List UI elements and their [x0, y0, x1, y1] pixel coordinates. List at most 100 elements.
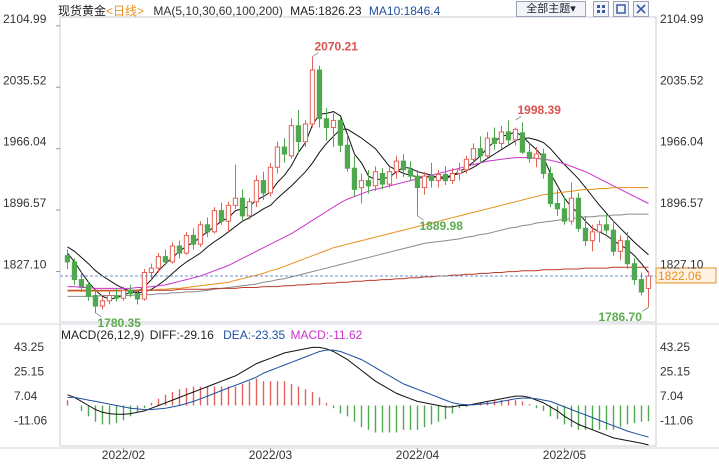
- candle-down: [85, 284, 92, 297]
- candle-up: [288, 125, 295, 157]
- candle-up: [267, 166, 274, 194]
- candle-up: [99, 300, 106, 307]
- candle-down: [414, 175, 421, 189]
- candle-down: [190, 234, 197, 245]
- candle-up: [274, 146, 281, 168]
- candle-up: [253, 180, 260, 203]
- y-tick-label-left: 1827.10: [3, 258, 47, 272]
- macd-panel-border: [59, 323, 657, 447]
- candle-down: [624, 240, 631, 265]
- candle-up: [358, 180, 365, 189]
- candle-down: [400, 160, 407, 171]
- price-annotation: 1780.35: [98, 316, 142, 330]
- candle-down: [218, 210, 225, 222]
- candle-down: [78, 279, 85, 288]
- candle-up: [106, 295, 113, 302]
- expand-icon[interactable]: [613, 1, 629, 17]
- y-tick-label-right: 2104.99: [660, 12, 704, 26]
- candle-up: [120, 289, 127, 299]
- annotation-pointer: [95, 312, 102, 318]
- candle-up: [470, 148, 477, 160]
- candle-up: [512, 128, 519, 141]
- y-tick-label-right: 1896.57: [660, 196, 704, 210]
- candle-down: [162, 256, 169, 263]
- price-annotation: 1998.39: [518, 103, 562, 117]
- macd-tick-label-right: 25.15: [660, 365, 690, 379]
- ma-line-ma200: [67, 266, 649, 291]
- candle-down: [71, 261, 78, 281]
- candle-down: [92, 295, 99, 307]
- x-tick-label: 2022/04: [396, 448, 440, 462]
- annotation-pointer: [312, 52, 319, 57]
- candle-down: [442, 173, 449, 182]
- macd-tick-label-right: 7.04: [660, 389, 684, 403]
- candle-down: [127, 289, 134, 295]
- candle-down: [603, 224, 610, 231]
- price-annotations: 2070.21 1998.39 1889.98 1780.35 1786.70: [95, 40, 649, 330]
- candle-up: [463, 158, 470, 171]
- candle-down: [64, 255, 71, 263]
- ma5-value: MA5:1826.23: [290, 4, 362, 18]
- candle-up: [372, 171, 379, 187]
- y-tick-label-right: 1966.04: [660, 135, 704, 149]
- candle-down: [295, 125, 302, 143]
- close-icon[interactable]: [633, 1, 649, 17]
- theme-dropdown-button[interactable]: 全部主题▾: [516, 1, 586, 17]
- y-tick-label-left: 1966.04: [3, 135, 47, 149]
- period-selector[interactable]: <日线>: [106, 4, 145, 18]
- y-tick-label-right: 2035.52: [660, 73, 704, 87]
- candle-up: [589, 231, 596, 242]
- candle-up: [596, 224, 603, 233]
- candle-down: [281, 146, 288, 155]
- chart-frame: [0, 16, 719, 449]
- candle-down: [575, 197, 582, 229]
- candle-up: [211, 210, 218, 233]
- candle-down: [526, 151, 533, 160]
- y-tick-label-right: 1827.10: [660, 258, 704, 272]
- candle-up: [232, 197, 239, 206]
- y-tick-label-left: 2035.52: [3, 73, 47, 87]
- candle-up: [141, 272, 148, 300]
- annotation-pointer: [642, 306, 649, 312]
- macd-header: MACD(26,12,9) DIFF:-29.16 DEA:-23.35 MAC…: [61, 328, 362, 342]
- candle-down: [638, 279, 645, 293]
- candle-up: [645, 275, 652, 289]
- price-annotation: 1786.70: [599, 310, 643, 324]
- candle-down: [540, 153, 547, 174]
- candle-down: [491, 137, 498, 144]
- candle-up: [421, 175, 428, 189]
- ma-line-ma10: [67, 128, 649, 294]
- axis-labels: 1822.06 2104.99 2104.99 2035.52 2035.52 1966.…: [3, 12, 717, 462]
- candle-up: [449, 173, 456, 182]
- candle-up: [533, 153, 540, 159]
- price-panel-border: [59, 16, 657, 323]
- candle-down: [351, 167, 358, 190]
- candle-down: [428, 175, 435, 182]
- candle-up: [617, 240, 624, 252]
- grid-icon[interactable]: [593, 1, 609, 17]
- candle-down: [505, 131, 512, 141]
- candle-up: [246, 201, 253, 217]
- candle-down: [582, 227, 589, 242]
- candle-down: [176, 245, 183, 254]
- candle-down: [547, 173, 554, 205]
- candle-down: [519, 132, 526, 153]
- instrument-name: 现货黄金: [58, 4, 107, 18]
- x-tick-label: 2022/02: [102, 448, 146, 462]
- candle-down: [554, 203, 561, 210]
- candle-up: [498, 131, 505, 144]
- candle-up: [393, 160, 400, 173]
- last-price-badge: [655, 267, 717, 284]
- y-tick-label-left: 1896.57: [3, 196, 47, 210]
- candle-up: [169, 245, 176, 263]
- ma-indicator-label[interactable]: MA(5,10,30,60,100,200): [153, 4, 283, 18]
- candle-down: [239, 197, 246, 217]
- x-tick-label: 2022/05: [543, 448, 587, 462]
- macd-panel: [66, 346, 650, 446]
- ma-line-ma100: [67, 213, 649, 297]
- macd-params: MACD(26,12,9): [61, 328, 145, 342]
- macd-tick-label-left: -11.06: [14, 413, 47, 427]
- macd-value: MACD:-11.62: [290, 328, 363, 342]
- candle-down: [260, 180, 267, 194]
